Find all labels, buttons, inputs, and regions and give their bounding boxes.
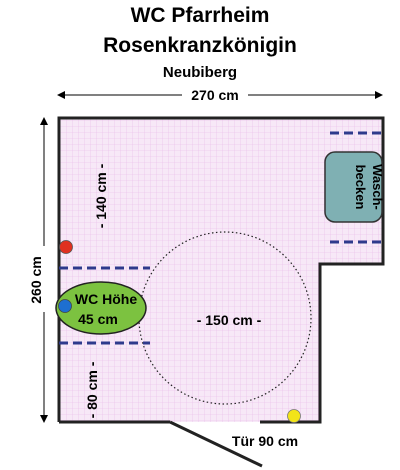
- wc-label-line2: 45 cm: [78, 311, 118, 327]
- wc-toilet: [55, 281, 147, 335]
- width-label: 270 cm: [191, 87, 238, 103]
- room-walls: [57, 116, 385, 424]
- title-line-2: Rosenkranzkönigin: [103, 34, 297, 57]
- wc-label-line1: WC Höhe: [75, 291, 137, 307]
- red-dot-marker: [59, 240, 73, 254]
- turning-circle: [138, 231, 312, 405]
- blue-dot-marker: [58, 299, 72, 313]
- grab-rails-sink: [330, 131, 383, 244]
- room-floor: [59, 118, 383, 422]
- height-label: 260 cm: [28, 256, 44, 303]
- washbasin-label-line2: becken: [353, 165, 368, 210]
- washbasin-label-line1: Wasch-: [370, 164, 385, 210]
- location-subtitle: Neubiberg: [162, 64, 238, 81]
- grab-rails-wc: [59, 266, 150, 345]
- title-line-1: WC Pfarrheim: [130, 4, 270, 27]
- distance-140-label: - 140 cm -: [93, 163, 109, 228]
- turning-circle-label: - 150 cm -: [197, 312, 262, 328]
- door-leaf: [169, 420, 263, 468]
- door-label: Tür 90 cm: [232, 433, 298, 449]
- distance-80-label: - 80 cm -: [84, 361, 100, 418]
- yellow-dot-marker: [287, 409, 301, 423]
- washbasin: [324, 151, 383, 223]
